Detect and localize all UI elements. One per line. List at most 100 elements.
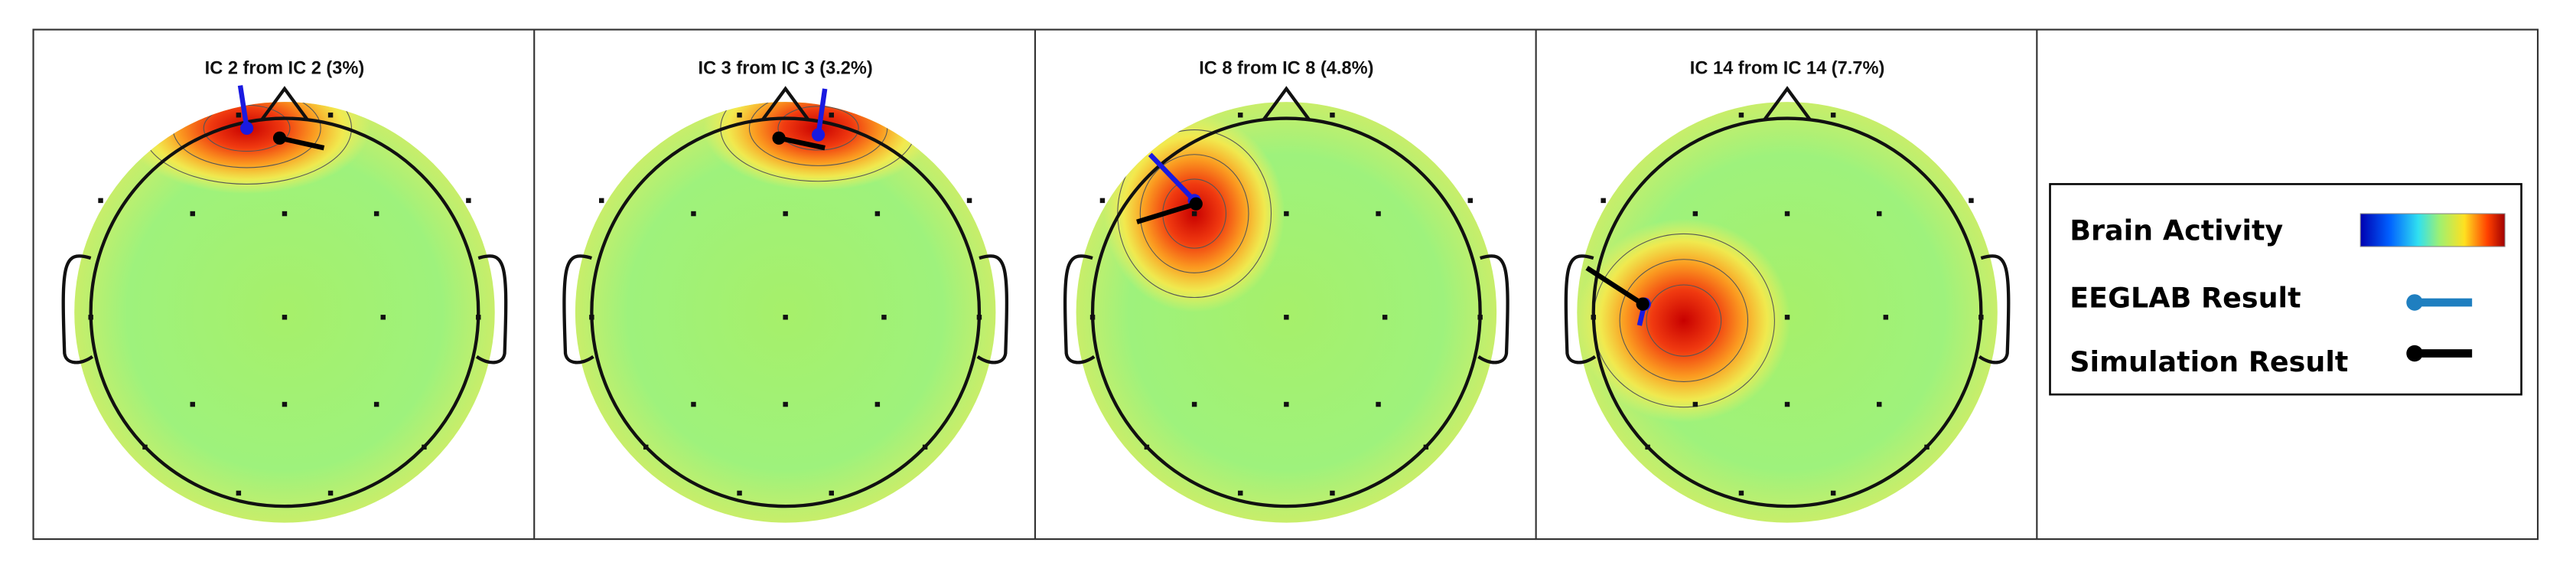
- electrode: [236, 113, 242, 118]
- eeglab-dipole: [816, 88, 828, 136]
- panel-title: IC 2 from IC 2 (3%): [205, 59, 365, 79]
- panel-title: IC 8 from IC 8 (4.8%): [1199, 59, 1373, 79]
- hotspots: [1577, 218, 1791, 423]
- electrode: [1877, 401, 1882, 407]
- simulation-dipole-dot: [272, 131, 287, 145]
- scalp-map: [575, 102, 996, 523]
- electrode: [691, 401, 696, 407]
- electrode: [589, 315, 594, 320]
- ear-right: [475, 254, 508, 364]
- head: [590, 116, 982, 508]
- electrode: [1601, 198, 1606, 204]
- electrode: [88, 315, 93, 320]
- ear-right: [976, 254, 1009, 364]
- electrode: [874, 401, 881, 407]
- simulation-icon-dot: [2406, 345, 2423, 362]
- electrode: [643, 444, 649, 450]
- electrode: [1883, 315, 1889, 320]
- electrode: [1238, 113, 1243, 118]
- electrode: [373, 401, 379, 407]
- electrode: [1376, 401, 1381, 407]
- topomap-panel: IC 3 from IC 3 (3.2%): [562, 59, 1009, 523]
- electrode: [783, 211, 788, 217]
- electrode: [691, 211, 696, 217]
- electrode: [236, 490, 242, 496]
- contour: [1619, 259, 1749, 382]
- simulation-dipole-dot: [772, 131, 786, 145]
- simulation-dipole: [1136, 201, 1197, 224]
- electrode: [1877, 211, 1882, 217]
- electrode: [829, 490, 834, 496]
- electrode: [599, 198, 604, 204]
- ear-left: [61, 254, 94, 364]
- electrode: [476, 315, 481, 320]
- electrode: [142, 444, 148, 450]
- electrode: [1591, 315, 1596, 320]
- electrode: [737, 113, 742, 118]
- electrode: [1692, 211, 1698, 217]
- legend: Brain Activity EEGLAB Result Simulation …: [2049, 183, 2522, 396]
- electrode: [783, 315, 788, 320]
- scalp-map: [74, 102, 495, 523]
- electrode: [874, 211, 881, 217]
- electrode: [922, 444, 928, 450]
- simulation-dipole: [778, 136, 826, 151]
- simulation-dipole-dot: [1189, 197, 1203, 211]
- electrode: [1784, 401, 1790, 407]
- electrode: [282, 211, 288, 217]
- legend-label: Brain Activity: [2070, 214, 2283, 247]
- electrode: [1284, 315, 1289, 320]
- electrode: [1830, 490, 1836, 496]
- ear-right: [1978, 254, 2011, 364]
- figure-border: [32, 28, 2539, 541]
- eeglab-dipole-dot: [812, 128, 826, 142]
- panel-title: IC 3 from IC 3 (3.2%): [699, 59, 873, 79]
- electrode: [1477, 315, 1483, 320]
- electrode: [1692, 401, 1698, 407]
- ear-left: [1063, 254, 1096, 364]
- electrode: [1099, 198, 1106, 204]
- electrode: [1330, 113, 1335, 118]
- electrode: [966, 198, 972, 204]
- topomap-panel: IC 8 from IC 8 (4.8%): [1063, 59, 1509, 523]
- electrode: [1738, 490, 1744, 496]
- electrode: [1089, 315, 1096, 320]
- electrode: [1830, 113, 1836, 118]
- electrode: [327, 490, 334, 496]
- electrode: [976, 315, 982, 320]
- nose: [1262, 86, 1311, 121]
- head: [1090, 116, 1482, 508]
- ear-left: [562, 254, 594, 364]
- electrode: [282, 401, 288, 407]
- legend-label: EEGLAB Result: [2070, 281, 2301, 314]
- electrode: [327, 113, 334, 118]
- ear-right: [1477, 254, 1509, 364]
- electrode: [380, 315, 386, 320]
- simulation-dipole: [1585, 266, 1644, 306]
- electrode: [737, 490, 742, 496]
- electrode: [1284, 211, 1289, 217]
- nose: [760, 86, 810, 121]
- electrode: [1330, 490, 1335, 496]
- electrode: [466, 198, 471, 204]
- panel-title: IC 14 from IC 14 (7.7%): [1690, 59, 1885, 79]
- legend-label: Simulation Result: [2070, 345, 2348, 378]
- contour: [777, 106, 859, 151]
- contour: [1139, 154, 1249, 273]
- topomap-panel: IC 2 from IC 2 (3%): [61, 59, 508, 523]
- panels: IC 2 from IC 2 (3%) IC 3 from IC 3 (3.2%)…: [61, 29, 2038, 540]
- simulation-dipole: [278, 136, 325, 151]
- electrode: [1738, 113, 1744, 118]
- eeglab-dipole-dot: [240, 121, 254, 136]
- electrode: [881, 315, 887, 320]
- electrode: [422, 444, 427, 450]
- electrode: [1978, 315, 1984, 320]
- electrode: [829, 113, 834, 118]
- eeglab-icon-dot: [2406, 294, 2423, 311]
- hotspot: [1577, 218, 1791, 423]
- electrode: [1284, 401, 1289, 407]
- electrode: [1376, 211, 1381, 217]
- electrode: [1784, 211, 1790, 217]
- colorbar: [2359, 213, 2506, 247]
